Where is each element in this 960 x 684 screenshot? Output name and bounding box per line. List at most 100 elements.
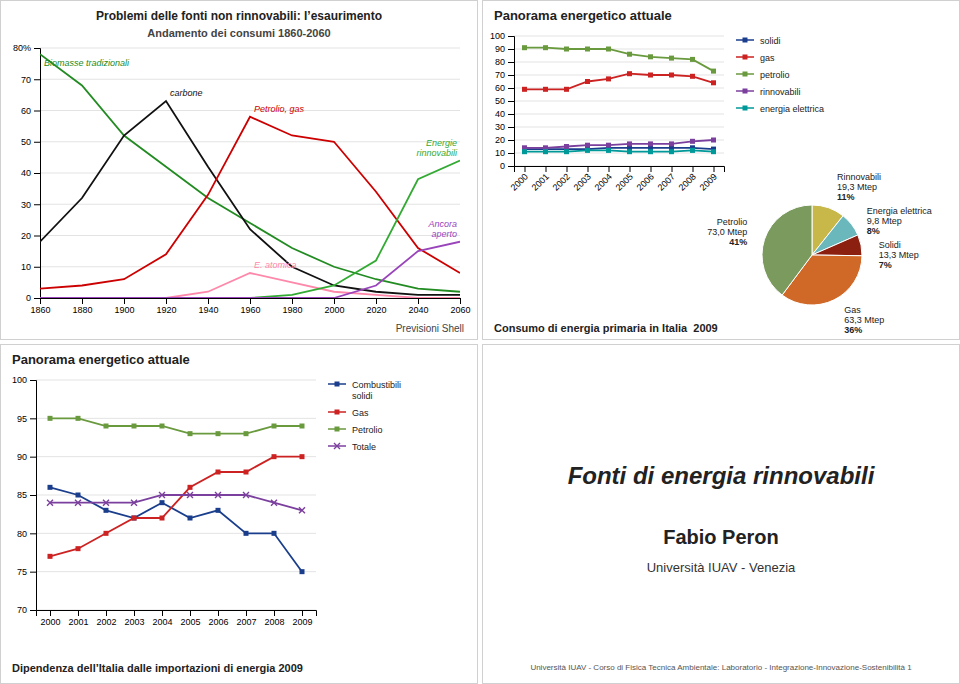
- tick-mark: [166, 298, 167, 304]
- tick-label: 1960: [240, 305, 260, 315]
- tick: 30: [495, 122, 514, 132]
- legend-marker: [335, 382, 340, 387]
- tick-label: 2060: [450, 305, 470, 315]
- legend-label-line: petrolio: [760, 70, 790, 80]
- marker: [564, 144, 569, 149]
- panel: Problemi delle fonti non rinnovabili: l’…: [1, 1, 478, 340]
- series-line: [525, 74, 714, 90]
- chart-title-line: Consumo di energia primaria in Italia 20…: [494, 322, 718, 334]
- pie-slice: [762, 205, 812, 295]
- tick-label: 2005: [180, 617, 200, 627]
- tick: 2000: [40, 610, 60, 627]
- marker: [606, 76, 611, 81]
- tick-mark: [34, 111, 40, 112]
- tick-label: 90: [495, 44, 505, 54]
- series-label: E. atomica: [254, 260, 297, 270]
- tick-mark: [508, 49, 514, 50]
- tick: 1980: [282, 298, 302, 315]
- marker: [132, 424, 137, 429]
- tick-mark: [30, 533, 36, 534]
- tick-label: 70: [21, 75, 31, 85]
- tick-label: 2006: [635, 171, 656, 192]
- legend-entry: rinnovabili: [736, 87, 801, 97]
- marker: [543, 45, 548, 50]
- tick: 2006: [635, 166, 656, 193]
- tick-mark: [34, 236, 40, 237]
- grid-line: [40, 173, 460, 174]
- pie-category-label: Petrolio73,0 Mtep: [707, 217, 747, 237]
- series-label-line: rinnovabili: [416, 148, 458, 158]
- y-axis: 01020304050607080%: [13, 43, 41, 303]
- tick-label: 2000: [40, 617, 60, 627]
- legend-entry: Petrolio: [328, 425, 383, 435]
- tick-label: 80%: [13, 43, 31, 53]
- marker: [48, 554, 53, 559]
- series-line: [525, 150, 714, 151]
- series-label-line: Energie: [426, 138, 457, 148]
- legend-marker: [743, 89, 748, 94]
- tick-mark: [418, 298, 419, 304]
- data-label-line: 8%: [867, 226, 880, 236]
- tick-label: 70: [495, 70, 505, 80]
- marker: [76, 493, 81, 498]
- tick: 50: [21, 137, 40, 147]
- chart-title: Consumo di energia primaria in Italia 20…: [494, 322, 718, 334]
- pie-category-label-line: 73,0 Mtep: [707, 227, 747, 237]
- grid: [40, 48, 460, 298]
- legend-entry: Combustibilisolidi: [328, 380, 401, 401]
- tick: 2002: [96, 610, 116, 627]
- legend-label: Petrolio: [352, 425, 383, 435]
- tick-label: 2009: [698, 171, 719, 192]
- tick-label: 2008: [677, 171, 698, 192]
- tick: 10: [21, 262, 40, 272]
- tick-mark: [508, 75, 514, 76]
- marker: [244, 531, 249, 536]
- marker: [648, 73, 653, 78]
- marker: [711, 80, 716, 85]
- series-line: [50, 418, 302, 433]
- tick-mark: [124, 298, 125, 304]
- marker: [585, 47, 590, 52]
- legend-label: rinnovabili: [760, 87, 801, 97]
- tick: 100: [12, 375, 36, 385]
- tick-mark: [630, 166, 631, 172]
- marker: [299, 507, 305, 513]
- plot-area: [47, 416, 305, 574]
- tick-mark: [134, 610, 135, 616]
- tick-mark: [250, 298, 251, 304]
- tick-mark: [714, 166, 715, 172]
- tick: 80%: [13, 43, 40, 53]
- tick-mark: [376, 298, 377, 304]
- pie-category-label-line: Gas: [844, 305, 861, 315]
- tick-mark: [34, 173, 40, 174]
- marker: [627, 149, 632, 154]
- legend-marker: [335, 410, 340, 415]
- tick: 2004: [152, 610, 172, 627]
- annotation-line: Previsioni Shell: [396, 323, 464, 334]
- marker: [188, 431, 193, 436]
- tick: 0: [26, 293, 40, 303]
- marker: [188, 485, 193, 490]
- legend-marker: [743, 106, 748, 111]
- series-line: [525, 140, 714, 148]
- tick: 2007: [656, 166, 677, 193]
- footer-text-line: Università IUAV - Corso di Fisica Tecnic…: [530, 663, 912, 672]
- tick: 2003: [124, 610, 144, 627]
- tick-mark: [292, 298, 293, 304]
- marker: [669, 56, 674, 61]
- marker: [132, 516, 137, 521]
- legend-entry: solidi: [736, 36, 781, 46]
- series-line: [40, 117, 460, 289]
- tick-mark: [588, 166, 589, 172]
- axis-line: [41, 299, 461, 305]
- affiliation: Università IUAV - Venezia: [647, 560, 796, 575]
- legend-label: Totale: [352, 442, 376, 452]
- figure: Problemi delle fonti non rinnovabili: l’…: [0, 0, 960, 684]
- tick-label: 75: [17, 567, 27, 577]
- tick-label: 10: [21, 262, 31, 272]
- grid-line: [514, 114, 724, 115]
- tick-label: 2000: [509, 171, 530, 192]
- tick-mark: [651, 166, 652, 172]
- marker: [272, 424, 277, 429]
- tick: 60: [495, 83, 514, 93]
